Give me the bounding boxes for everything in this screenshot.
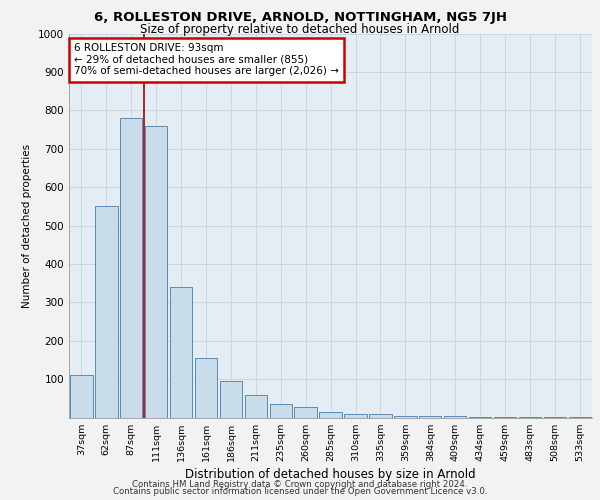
Bar	[444, 416, 466, 418]
Y-axis label: Number of detached properties: Number of detached properties	[22, 144, 32, 308]
Bar	[569, 416, 591, 418]
Text: Contains public sector information licensed under the Open Government Licence v3: Contains public sector information licen…	[113, 487, 487, 496]
Bar	[344, 414, 367, 418]
Text: 6 ROLLESTON DRIVE: 93sqm
← 29% of detached houses are smaller (855)
70% of semi-: 6 ROLLESTON DRIVE: 93sqm ← 29% of detach…	[74, 43, 339, 76]
Bar	[369, 414, 392, 418]
Bar	[494, 416, 516, 418]
Bar	[195, 358, 217, 418]
Bar	[220, 381, 242, 418]
Bar	[419, 416, 442, 418]
Text: Size of property relative to detached houses in Arnold: Size of property relative to detached ho…	[140, 22, 460, 36]
Bar	[544, 416, 566, 418]
Bar	[295, 406, 317, 418]
Bar	[145, 126, 167, 418]
Bar	[519, 416, 541, 418]
Bar	[70, 376, 92, 418]
X-axis label: Distribution of detached houses by size in Arnold: Distribution of detached houses by size …	[185, 468, 476, 481]
Bar	[245, 395, 267, 417]
Bar	[394, 416, 416, 418]
Bar	[95, 206, 118, 418]
Bar	[469, 416, 491, 418]
Bar	[170, 287, 193, 418]
Text: 6, ROLLESTON DRIVE, ARNOLD, NOTTINGHAM, NG5 7JH: 6, ROLLESTON DRIVE, ARNOLD, NOTTINGHAM, …	[94, 12, 506, 24]
Bar	[120, 118, 142, 418]
Text: Contains HM Land Registry data © Crown copyright and database right 2024.: Contains HM Land Registry data © Crown c…	[132, 480, 468, 489]
Bar	[269, 404, 292, 417]
Bar	[319, 412, 342, 418]
